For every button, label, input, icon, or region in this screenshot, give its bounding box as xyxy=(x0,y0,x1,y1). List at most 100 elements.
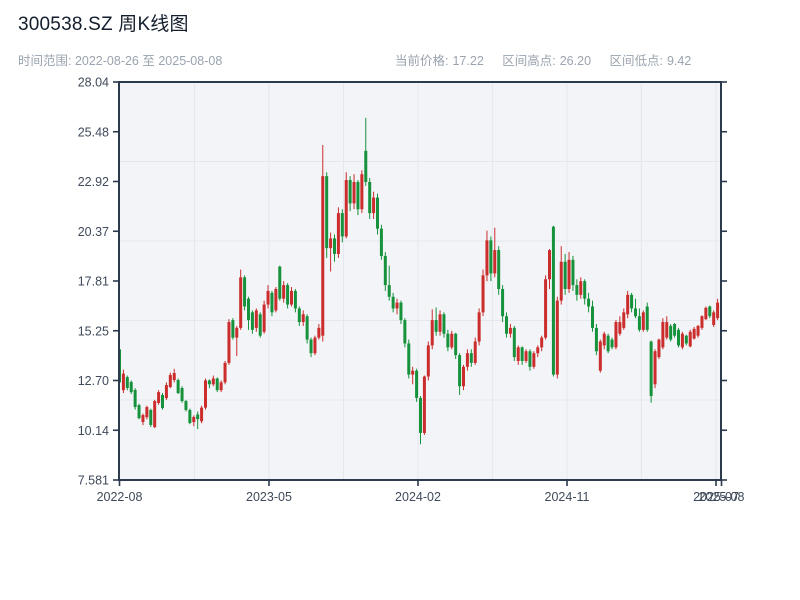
candle-body xyxy=(121,373,125,391)
candle-body xyxy=(204,380,207,408)
candle-body xyxy=(684,335,688,344)
candle-body xyxy=(293,290,297,309)
range-low-stat: 区间低点: 9.42 xyxy=(609,54,692,68)
candle-body xyxy=(395,302,399,309)
candle-body xyxy=(333,238,336,254)
candle-body xyxy=(614,322,618,348)
candle-body xyxy=(348,180,352,204)
candle-body xyxy=(270,292,274,313)
candle-body xyxy=(125,377,129,389)
candle-body xyxy=(184,401,188,410)
candles xyxy=(119,117,721,445)
y-axis-label: 28.04 xyxy=(78,76,109,90)
candle-body xyxy=(716,302,720,319)
candle-body xyxy=(653,351,657,385)
candle-body xyxy=(606,335,610,352)
candle-body xyxy=(376,197,379,229)
candle-body xyxy=(505,316,508,334)
candle-body xyxy=(192,416,196,423)
candle-body xyxy=(634,308,637,317)
candle-body xyxy=(649,341,653,396)
candle-body xyxy=(391,296,395,309)
y-axis-label: 25.48 xyxy=(78,125,109,139)
candle-body xyxy=(278,266,282,299)
candle-body xyxy=(598,341,602,371)
stats-row: 当前价格: 17.22 区间高点: 26.20 区间低点: 9.42 xyxy=(395,50,706,69)
candle-body xyxy=(352,181,356,204)
candle-body xyxy=(211,378,215,385)
candle-body xyxy=(313,337,317,354)
candle-body xyxy=(247,298,250,321)
candle-body xyxy=(223,362,227,383)
candle-body xyxy=(528,351,532,367)
candle-body xyxy=(469,353,473,363)
candle-body xyxy=(532,353,536,367)
candle-body xyxy=(520,347,524,361)
y-axis-label: 10.14 xyxy=(78,424,109,438)
candle-body xyxy=(473,341,477,363)
candle-body xyxy=(630,294,634,309)
candle-body xyxy=(157,392,161,403)
candle-body xyxy=(301,314,305,323)
candle-body xyxy=(426,345,430,377)
candle-body xyxy=(321,176,325,336)
candle-body xyxy=(188,409,192,424)
current-price-stat: 当前价格: 17.22 xyxy=(395,54,484,68)
candle-body xyxy=(669,325,673,340)
candle-body xyxy=(215,378,219,391)
candle-body xyxy=(657,339,661,358)
axis-ticks xyxy=(113,81,727,486)
y-axis-label: 20.37 xyxy=(78,225,109,239)
candle-body xyxy=(516,347,520,361)
candle-body xyxy=(501,288,505,317)
x-axis-label: 2025-08 xyxy=(699,490,745,504)
candle-body xyxy=(587,298,591,307)
candle-body xyxy=(602,333,606,346)
candle-body xyxy=(290,290,293,305)
candle-body xyxy=(176,380,180,394)
candle-body xyxy=(610,339,614,348)
candle-body xyxy=(540,337,544,348)
candle-body xyxy=(422,376,426,433)
candle-body xyxy=(434,320,438,332)
candle-body xyxy=(551,226,555,375)
candle-body xyxy=(356,181,360,210)
axis-labels: 28.04 25.48 22.92 20.37 17.81 15.25 12.70 10.14… xyxy=(78,76,745,505)
y-axis-label: 15.25 xyxy=(78,324,109,338)
candle-body xyxy=(450,333,454,348)
candle-body xyxy=(446,333,450,348)
candle-body xyxy=(673,324,677,336)
candle-body xyxy=(594,327,598,352)
candle-body xyxy=(196,414,200,420)
candle-body xyxy=(383,255,387,286)
candle-body xyxy=(618,322,622,334)
candle-body xyxy=(153,401,157,428)
candle-body xyxy=(489,240,493,274)
candle-body xyxy=(379,228,383,256)
candle-body xyxy=(430,320,434,346)
x-axis-label: 2023-05 xyxy=(246,490,292,504)
candle-body xyxy=(340,213,344,237)
candle-body xyxy=(712,312,716,325)
candle-body xyxy=(372,197,376,214)
candle-body xyxy=(235,327,239,338)
y-axis-label: 17.81 xyxy=(78,275,109,289)
candle-body xyxy=(536,347,540,354)
candle-body xyxy=(665,322,669,338)
candle-body xyxy=(274,288,278,311)
candle-body xyxy=(317,327,321,338)
x-axis-label: 2024-11 xyxy=(545,490,590,504)
candle-body xyxy=(325,176,329,249)
candle-body xyxy=(661,322,665,348)
candle-body xyxy=(645,306,649,330)
candle-body xyxy=(677,329,680,346)
candle-body xyxy=(387,285,391,297)
candle-body xyxy=(548,250,551,280)
candle-body xyxy=(262,304,266,332)
x-axis-label: 2022-08 xyxy=(97,490,143,504)
candle-body xyxy=(493,250,497,274)
candle-body xyxy=(137,405,141,419)
candle-body xyxy=(591,306,594,328)
candle-body xyxy=(286,285,290,305)
candle-body xyxy=(258,314,262,336)
